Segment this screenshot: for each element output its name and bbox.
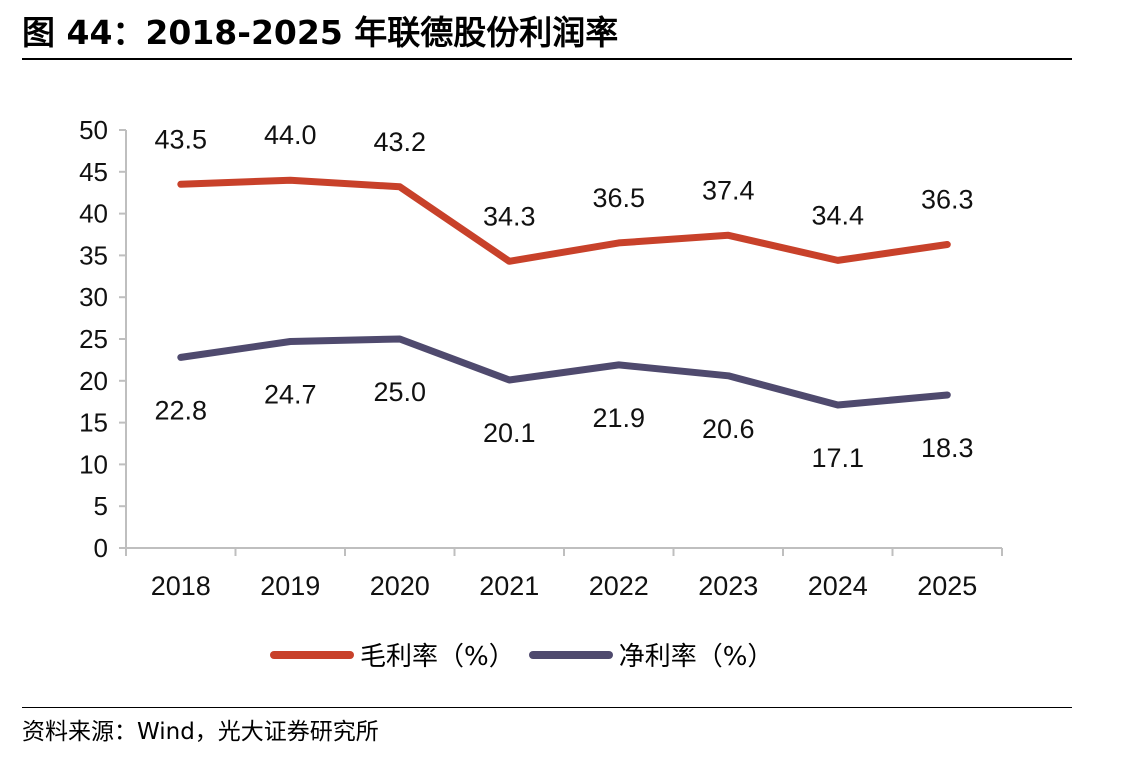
gross-margin-line <box>177 176 951 265</box>
x-tick-label: 2019 <box>260 571 320 601</box>
net-margin-data-label: 18.3 <box>921 433 974 463</box>
gross-margin-data-label: 34.4 <box>811 200 864 230</box>
source-note: 资料来源：Wind，光大证券研究所 <box>22 719 379 745</box>
x-tick-label: 2025 <box>917 571 977 601</box>
legend-swatch-net-margin <box>528 650 613 659</box>
y-tick-label: 35 <box>79 240 108 270</box>
legend-swatch-gross-margin <box>270 650 354 659</box>
source-divider <box>22 707 1072 708</box>
y-tick-label: 25 <box>79 324 108 354</box>
x-tick-label: 2018 <box>151 571 211 601</box>
net-margin-data-label: 20.6 <box>702 414 755 444</box>
net-margin-line <box>177 335 951 409</box>
net-margin-data-label: 24.7 <box>264 380 317 410</box>
y-tick-label: 45 <box>79 157 108 187</box>
gross-margin-data-label: 43.2 <box>373 127 426 157</box>
gross-margin-data-label: 44.0 <box>264 120 317 150</box>
y-tick-label: 40 <box>79 199 108 229</box>
legend-label-gross-margin: 毛利率（%） <box>360 642 515 672</box>
y-tick-label: 50 <box>79 115 108 145</box>
x-tick-label: 2022 <box>589 571 649 601</box>
gross-margin-data-label: 36.5 <box>592 183 645 213</box>
gross-margin-data-label: 36.3 <box>921 185 974 215</box>
net-margin-data-label: 17.1 <box>811 443 864 473</box>
chart-legend: 毛利率（%） 净利率（%） <box>270 636 787 673</box>
legend-item-gross-margin: 毛利率（%） <box>270 636 515 673</box>
net-margin-data-label: 25.0 <box>373 377 426 407</box>
title-divider <box>22 58 1072 60</box>
gross-margin-data-label: 34.3 <box>483 201 536 231</box>
net-margin-data-label: 20.1 <box>483 418 536 448</box>
x-tick-label: 2023 <box>698 571 758 601</box>
y-tick-label: 20 <box>79 366 108 396</box>
x-tick-label: 2020 <box>370 571 430 601</box>
page-title: 图 44：2018-2025 年联德股份利润率 <box>22 13 619 52</box>
x-tick-label: 2024 <box>808 571 868 601</box>
gross-margin-data-label: 43.5 <box>154 124 207 154</box>
y-tick-label: 5 <box>94 491 108 521</box>
legend-item-net-margin: 净利率（%） <box>528 636 774 673</box>
gross-margin-data-label: 37.4 <box>702 175 755 205</box>
y-tick-label: 0 <box>94 533 108 563</box>
net-margin-data-label: 22.8 <box>154 395 207 425</box>
net-margin-data-label: 21.9 <box>592 403 645 433</box>
x-tick-label: 2021 <box>479 571 539 601</box>
y-tick-label: 10 <box>79 449 108 479</box>
y-tick-label: 15 <box>79 408 108 438</box>
y-tick-label: 30 <box>79 282 108 312</box>
legend-label-net-margin: 净利率（%） <box>618 642 774 672</box>
